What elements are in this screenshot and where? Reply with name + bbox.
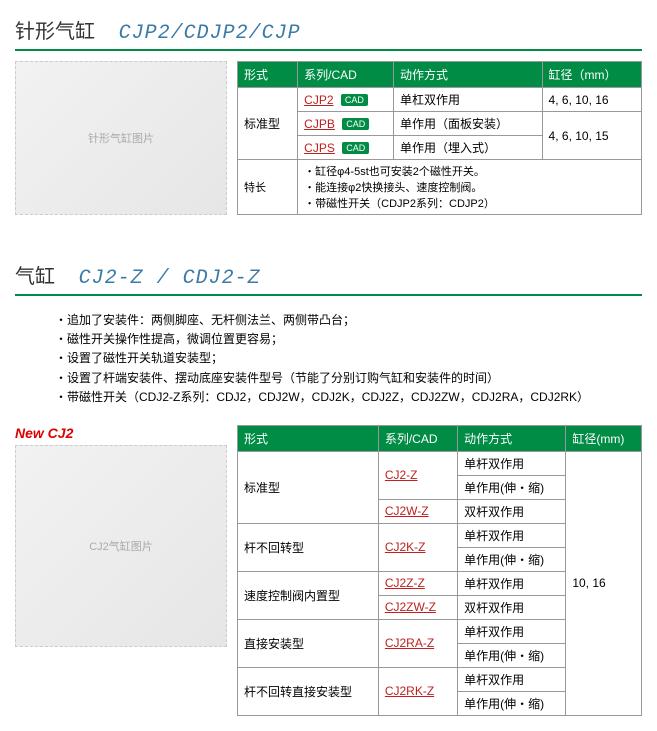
cell-series: CJ2RK-Z bbox=[378, 667, 457, 715]
cell-mode: 单作用(伸・缩) bbox=[458, 475, 566, 499]
cell-mode: 单杠双作用 bbox=[393, 88, 542, 112]
cell-dia: 10, 16 bbox=[566, 451, 642, 715]
th-series: 系列/CAD bbox=[298, 62, 394, 88]
section1-body: 针形气缸图片 形式 系列/CAD 动作方式 缸径（mm） 标准型 CJP2 CA… bbox=[15, 61, 642, 215]
series-link-cj2raz[interactable]: CJ2RA-Z bbox=[385, 636, 434, 650]
cell-mode: 单杆双作用 bbox=[458, 571, 566, 595]
section2-label: 气缸 bbox=[15, 266, 55, 288]
cell-mode: 双杆双作用 bbox=[458, 595, 566, 619]
cell-form: 速度控制阀内置型 bbox=[238, 571, 379, 619]
cell-mode: 单作用(伸・缩) bbox=[458, 643, 566, 667]
series-link-cjpb[interactable]: CJPB bbox=[304, 117, 335, 131]
cell-series: CJP2 CAD bbox=[298, 88, 394, 112]
cell-series: CJ2W-Z bbox=[378, 499, 457, 523]
section2-title: 气缸 CJ2-Z / CDJ2-Z bbox=[15, 260, 642, 296]
section2-notes: 追加了安装件：两侧脚座、无杆侧法兰、两侧带凸台； 磁性开关操作性提高，微调位置更… bbox=[15, 311, 642, 407]
table-row-feature: 特长 缸径φ4-5st也可安装2个磁性开关。 能连接φ2快换接头、速度控制阀。 … bbox=[238, 160, 642, 215]
series-link-cj2zz[interactable]: CJ2Z-Z bbox=[385, 576, 425, 590]
th-form: 形式 bbox=[238, 62, 298, 88]
cad-icon[interactable]: CAD bbox=[341, 94, 368, 106]
cell-series: CJ2K-Z bbox=[378, 523, 457, 571]
cell-form: 标准型 bbox=[238, 451, 379, 523]
series-link-cj2wz[interactable]: CJ2W-Z bbox=[385, 504, 429, 518]
table-row: CJPB CAD 单作用（面板安装） 4, 6, 10, 15 bbox=[238, 112, 642, 136]
table-row: 标准型 CJ2-Z 单杆双作用 10, 16 bbox=[238, 451, 642, 475]
th-mode: 动作方式 bbox=[393, 62, 542, 88]
cell-series: CJ2RA-Z bbox=[378, 619, 457, 667]
series-link-cj2kz[interactable]: CJ2K-Z bbox=[385, 540, 426, 554]
new-badge: New CJ2 bbox=[15, 425, 227, 441]
cell-series: CJ2Z-Z bbox=[378, 571, 457, 595]
feature-item: 带磁性开关（CDJP2系列：CDJP2） bbox=[304, 195, 635, 211]
cell-mode: 单杆双作用 bbox=[458, 619, 566, 643]
cell-mode: 单作用（埋入式） bbox=[393, 136, 542, 160]
section1-model: CJP2/CDJP2/CJP bbox=[119, 22, 301, 45]
section1-table: 形式 系列/CAD 动作方式 缸径（mm） 标准型 CJP2 CAD 单杠双作用… bbox=[237, 61, 642, 215]
note-item: 设置了磁性开关轨道安装型； bbox=[55, 349, 642, 368]
table-row: 标准型 CJP2 CAD 单杠双作用 4, 6, 10, 16 bbox=[238, 88, 642, 112]
cell-form: 直接安装型 bbox=[238, 619, 379, 667]
cell-dia: 4, 6, 10, 16 bbox=[542, 88, 641, 112]
cell-mode: 单作用（面板安装） bbox=[393, 112, 542, 136]
section2-body: New CJ2 CJ2气缸图片 形式 系列/CAD 动作方式 缸径(mm) 标准… bbox=[15, 425, 642, 716]
section1-title: 针形气缸 CJP2/CDJP2/CJP bbox=[15, 15, 642, 51]
series-link-cj2z[interactable]: CJ2-Z bbox=[385, 468, 418, 482]
feature-item: 能连接φ2快换接头、速度控制阀。 bbox=[304, 179, 635, 195]
series-link-cjp2[interactable]: CJP2 bbox=[304, 93, 333, 107]
feature-item: 缸径φ4-5st也可安装2个磁性开关。 bbox=[304, 163, 635, 179]
note-item: 磁性开关操作性提高，微调位置更容易； bbox=[55, 330, 642, 349]
section2-model: CJ2-Z / CDJ2-Z bbox=[79, 267, 261, 290]
th-dia: 缸径(mm) bbox=[566, 425, 642, 451]
note-item: 设置了杆端安装件、摆动底座安装件型号（节能了分别订购气缸和安装件的时间） bbox=[55, 369, 642, 388]
cell-series: CJPB CAD bbox=[298, 112, 394, 136]
th-series: 系列/CAD bbox=[378, 425, 457, 451]
cell-form: 杆不回转型 bbox=[238, 523, 379, 571]
section2-table-wrap: 形式 系列/CAD 动作方式 缸径(mm) 标准型 CJ2-Z 单杆双作用 10… bbox=[237, 425, 642, 716]
cad-icon[interactable]: CAD bbox=[342, 118, 369, 130]
cell-mode: 单杆双作用 bbox=[458, 667, 566, 691]
note-item: 带磁性开关（CDJ2-Z系列：CDJ2，CDJ2W，CDJ2K，CDJ2Z，CD… bbox=[55, 388, 642, 407]
cell-mode: 单作用(伸・缩) bbox=[458, 691, 566, 715]
cell-feature-label: 特长 bbox=[238, 160, 298, 215]
section2-image-col: New CJ2 CJ2气缸图片 bbox=[15, 425, 227, 716]
series-link-cj2rkz[interactable]: CJ2RK-Z bbox=[385, 684, 434, 698]
section1-table-wrap: 形式 系列/CAD 动作方式 缸径（mm） 标准型 CJP2 CAD 单杠双作用… bbox=[237, 61, 642, 215]
cell-series: CJ2ZW-Z bbox=[378, 595, 457, 619]
cell-form: 杆不回转直接安装型 bbox=[238, 667, 379, 715]
section2-table: 形式 系列/CAD 动作方式 缸径(mm) 标准型 CJ2-Z 单杆双作用 10… bbox=[237, 425, 642, 716]
series-link-cjps[interactable]: CJPS bbox=[304, 141, 335, 155]
cell-form: 标准型 bbox=[238, 88, 298, 160]
cell-dia: 4, 6, 10, 15 bbox=[542, 112, 641, 160]
cell-mode: 双杆双作用 bbox=[458, 499, 566, 523]
note-item: 追加了安装件：两侧脚座、无杆侧法兰、两侧带凸台； bbox=[55, 311, 642, 330]
cell-mode: 单杆双作用 bbox=[458, 523, 566, 547]
cell-mode: 单杆双作用 bbox=[458, 451, 566, 475]
cell-series: CJPS CAD bbox=[298, 136, 394, 160]
series-link-cj2zwz[interactable]: CJ2ZW-Z bbox=[385, 600, 436, 614]
section1-image: 针形气缸图片 bbox=[15, 61, 227, 215]
th-dia: 缸径（mm） bbox=[542, 62, 641, 88]
cad-icon[interactable]: CAD bbox=[342, 142, 369, 154]
cell-mode: 单作用(伸・缩) bbox=[458, 547, 566, 571]
section2-image: CJ2气缸图片 bbox=[15, 445, 227, 647]
cell-series: CJ2-Z bbox=[378, 451, 457, 499]
th-form: 形式 bbox=[238, 425, 379, 451]
th-mode: 动作方式 bbox=[458, 425, 566, 451]
section1-label: 针形气缸 bbox=[15, 21, 95, 43]
cell-feature-list: 缸径φ4-5st也可安装2个磁性开关。 能连接φ2快换接头、速度控制阀。 带磁性… bbox=[298, 160, 642, 215]
